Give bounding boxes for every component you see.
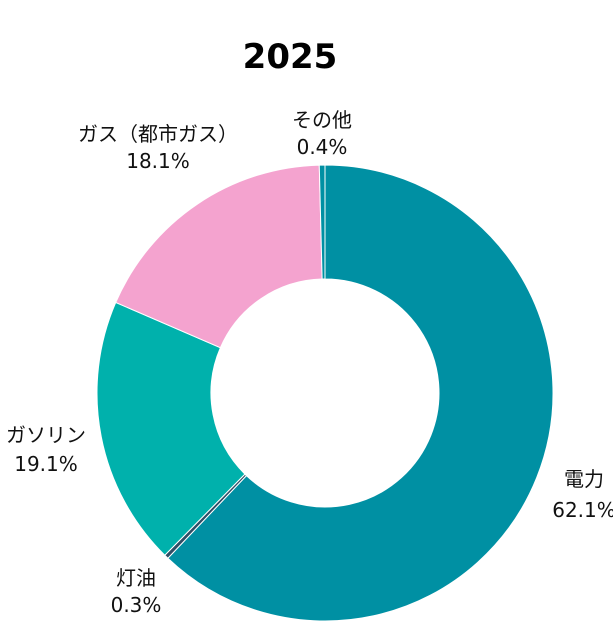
slice-label-1: 電力 [564,467,604,491]
slice-5 [318,164,326,280]
slice-4 [115,164,323,349]
slice-label-3: ガソリン [6,423,86,447]
slice-label-5: その他 [292,108,352,132]
slice-value-5: 0.4% [297,135,348,159]
slice-value-1: 62.1% [552,498,613,522]
slice-label-4: ガス（都市ガス） [78,122,238,146]
slice-3 [96,301,246,556]
slice-value-2: 0.3% [111,593,162,617]
slice-label-2: 灯油 [116,566,156,590]
chart-title: 2025 [243,37,338,77]
donut-slices [96,164,554,622]
slice-value-4: 18.1% [126,149,190,173]
slice-value-3: 19.1% [14,452,78,476]
slice-1 [167,164,554,622]
slice-labels: 電力 62.1% 灯油 0.3% ガソリン 19.1% ガス（都市ガス） 18.1% その他 0.… [6,108,613,617]
